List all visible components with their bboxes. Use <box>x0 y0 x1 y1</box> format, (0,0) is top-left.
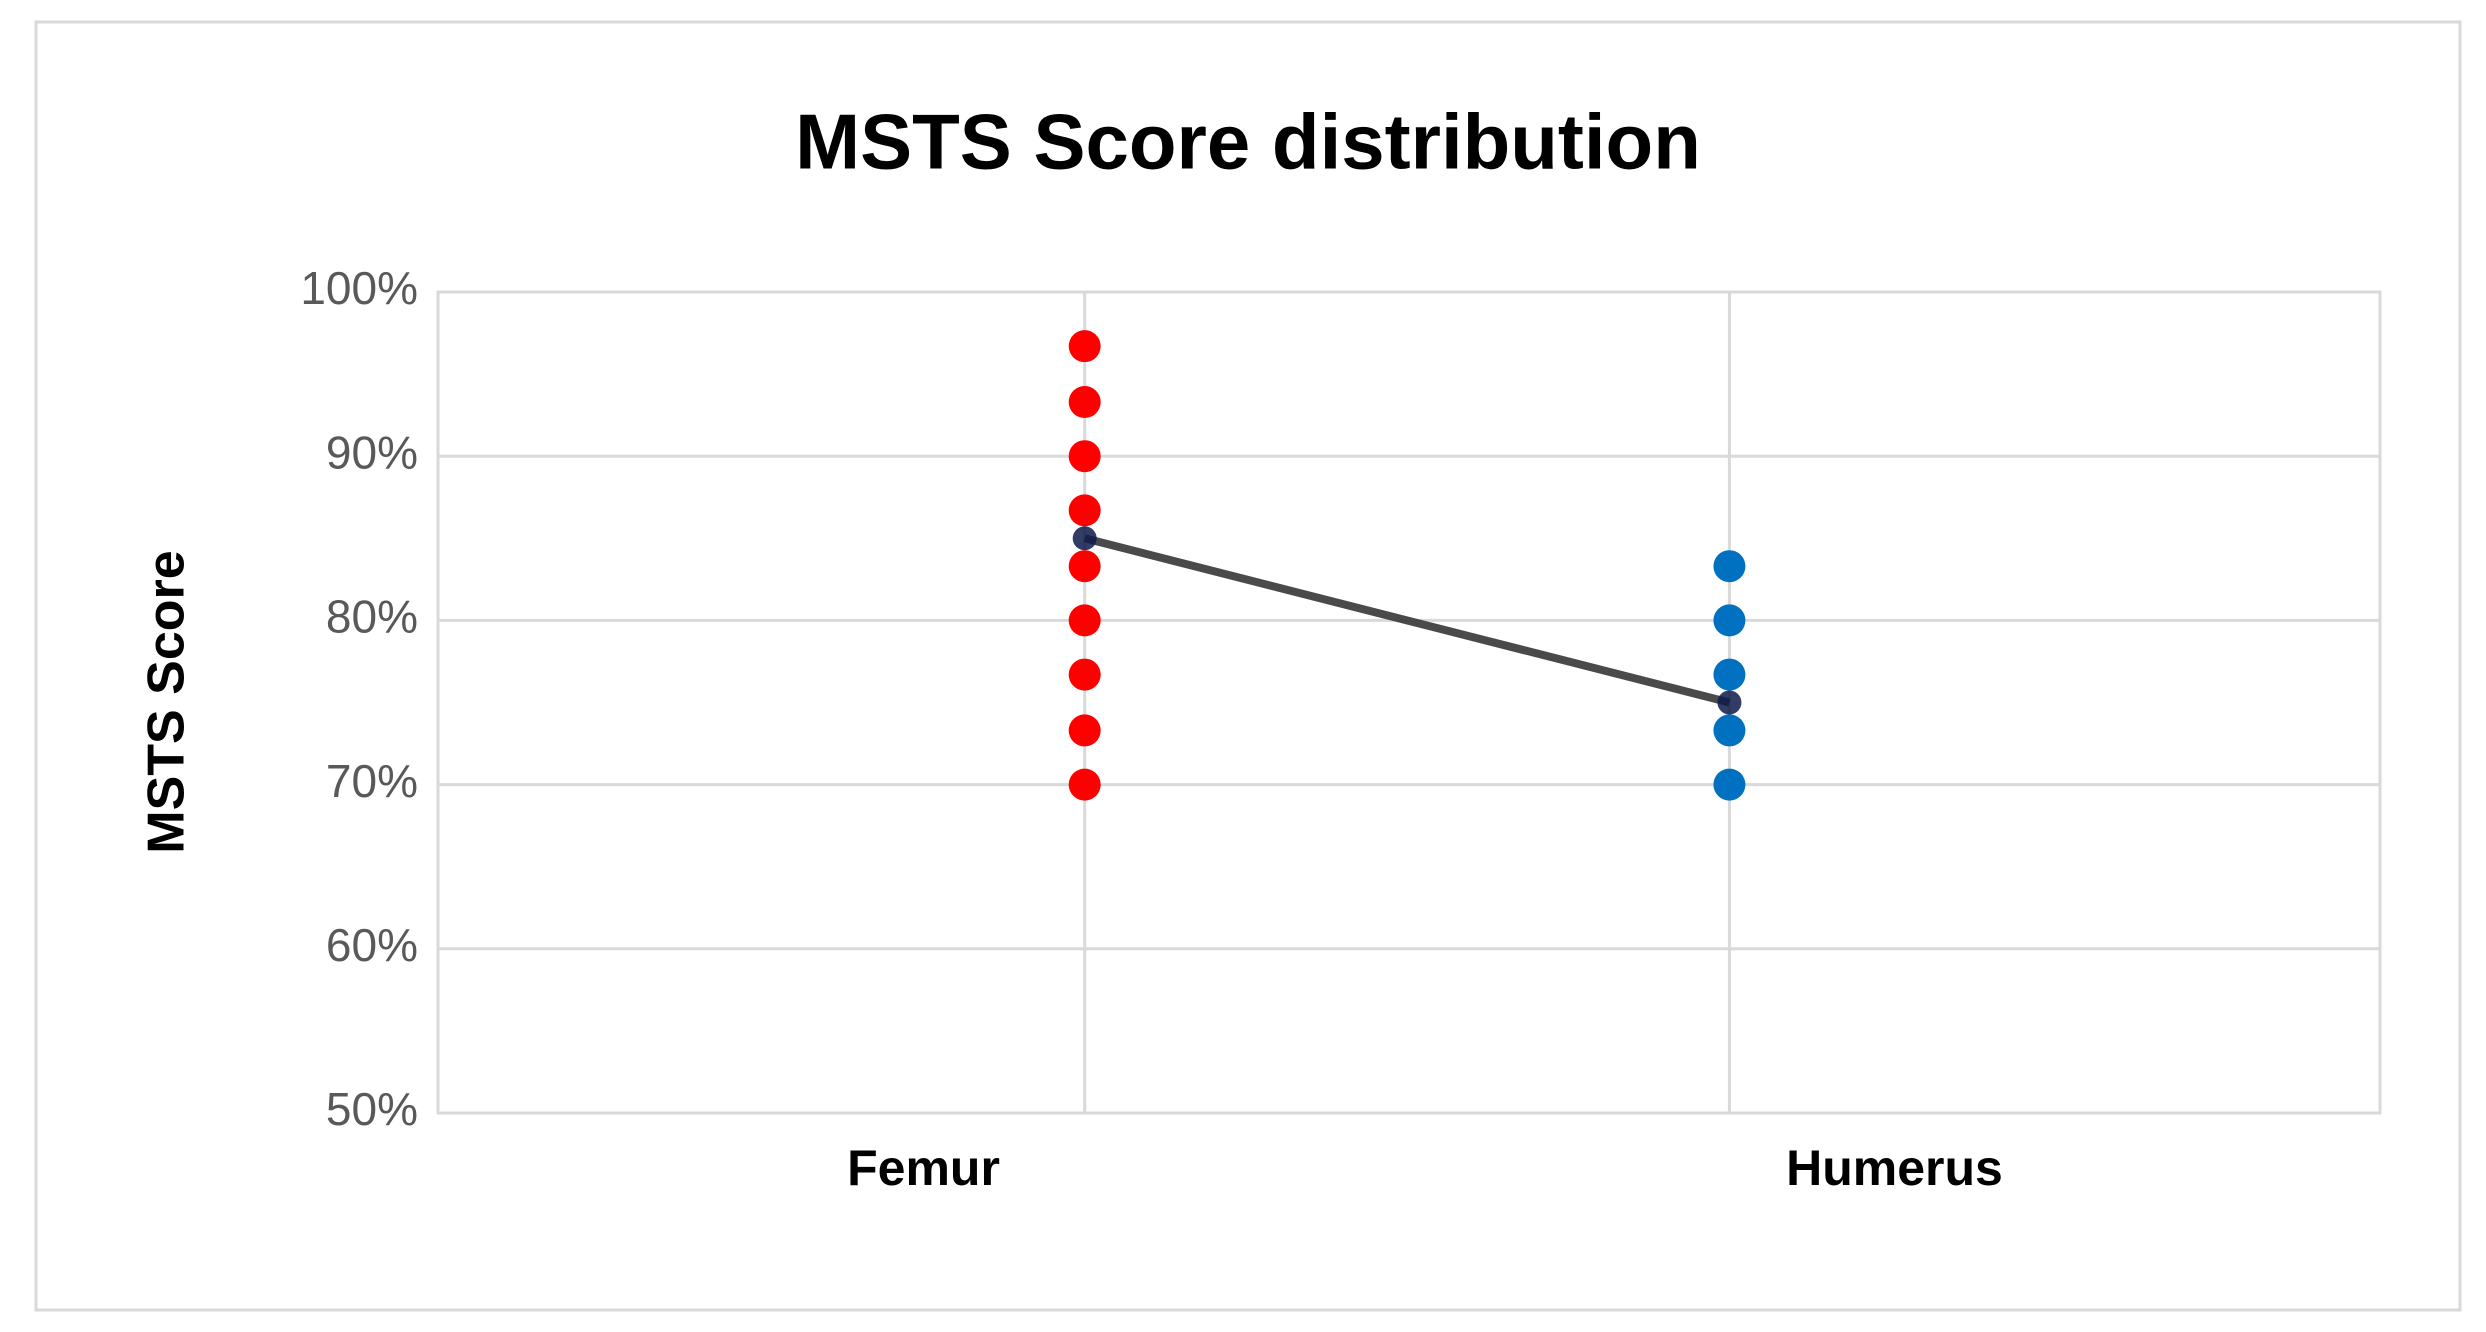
data-point <box>1068 550 1101 583</box>
data-point <box>1068 330 1101 363</box>
data-point <box>1068 440 1101 473</box>
data-point <box>1713 550 1746 583</box>
mean-point <box>1072 526 1097 551</box>
y-tick-label: 70% <box>326 755 418 807</box>
x-tick-label: Femur <box>847 1140 1000 1196</box>
y-tick-label: 50% <box>326 1083 418 1135</box>
data-point <box>1068 494 1101 527</box>
data-point <box>1068 386 1101 419</box>
data-point <box>1713 604 1746 637</box>
y-tick-label: 90% <box>326 426 418 478</box>
data-point <box>1068 714 1101 747</box>
chart-title: MSTS Score distribution <box>795 98 1701 186</box>
y-tick-label: 80% <box>326 591 418 643</box>
y-tick-label: 100% <box>300 262 418 314</box>
data-point <box>1713 768 1746 801</box>
mean-point <box>1717 690 1742 715</box>
data-point <box>1713 658 1746 691</box>
x-tick-label: Humerus <box>1786 1140 2003 1196</box>
y-tick-label: 60% <box>326 919 418 971</box>
y-axis-label: MSTS Score <box>138 550 196 853</box>
mean-line <box>1083 534 1731 707</box>
chart-border <box>34 20 2462 1312</box>
data-point <box>1068 768 1101 801</box>
data-point <box>1068 658 1101 691</box>
data-point <box>1713 714 1746 747</box>
data-point <box>1068 604 1101 637</box>
